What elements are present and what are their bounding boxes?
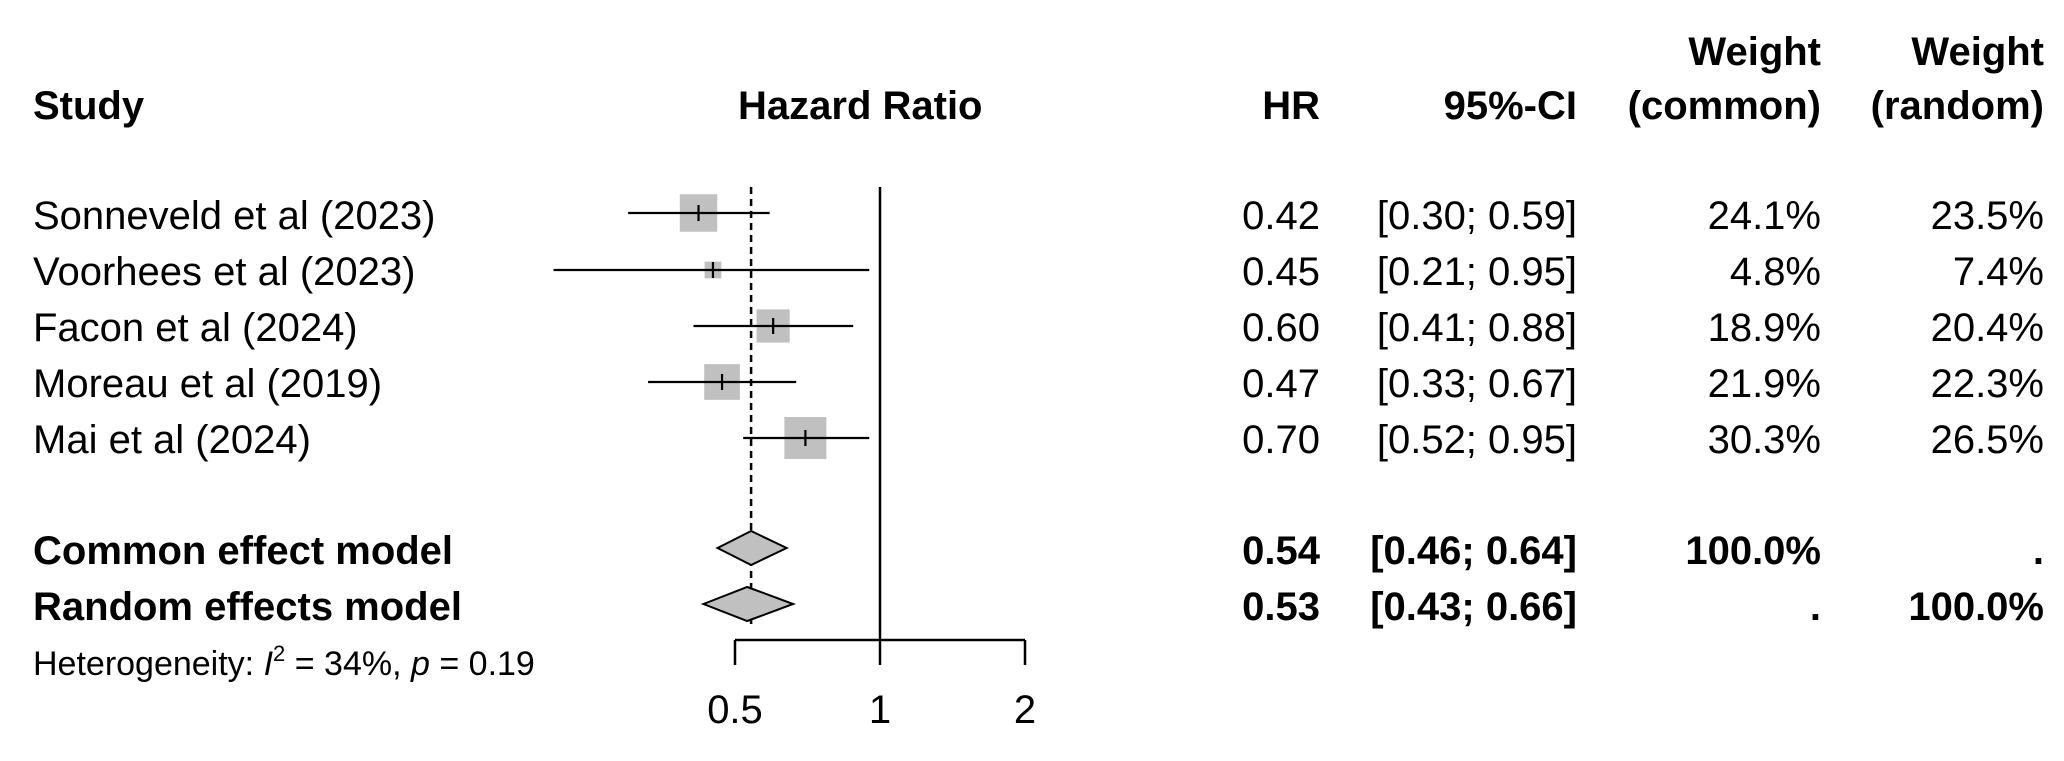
study-weight-common: 18.9% (1707, 306, 1821, 350)
pooled-diamond (715, 529, 789, 567)
study-weight-common: 30.3% (1707, 418, 1821, 462)
study-weight-random: 22.3% (1930, 362, 2044, 406)
header-study: Study (33, 84, 145, 128)
study-name: Facon et al (2024) (33, 306, 358, 350)
heterogeneity-sup: 2 (273, 641, 286, 666)
heterogeneity-i: I (263, 645, 274, 683)
header-weight-common-line2: (common) (1627, 84, 1821, 128)
study-ci: [0.41; 0.88] (1376, 306, 1577, 350)
study-hr: 0.45 (1242, 250, 1320, 294)
study-weight-common: 21.9% (1707, 362, 1821, 406)
study-name: Mai et al (2024) (33, 418, 311, 462)
study-weight-random: 20.4% (1930, 306, 2044, 350)
model-weight-common: 100.0% (1685, 529, 1821, 573)
header-hazard-ratio: Hazard Ratio (738, 84, 983, 128)
model-weight-random: 100.0% (1908, 585, 2044, 629)
model-ci: [0.46; 0.64] (1370, 529, 1577, 573)
heterogeneity-p: p (411, 645, 430, 683)
study-ci: [0.21; 0.95] (1376, 250, 1577, 294)
header-ci: 95%-CI (1443, 84, 1577, 128)
study-hr: 0.47 (1242, 362, 1320, 406)
study-weight-common: 4.8% (1729, 250, 1821, 294)
header-weight-common-line1: Weight (1688, 30, 1821, 74)
model-name: Random effects model (33, 585, 462, 629)
heterogeneity-mid: = 34%, (285, 645, 411, 683)
study-weight-random: 26.5% (1930, 418, 2044, 462)
heterogeneity-prefix: Heterogeneity: (33, 645, 264, 683)
study-ci: [0.52; 0.95] (1376, 418, 1577, 462)
pooled-diamond (700, 585, 796, 623)
study-name: Voorhees et al (2023) (33, 250, 416, 294)
model-weight-common: . (1809, 585, 1821, 629)
study-ci: [0.30; 0.59] (1376, 194, 1577, 238)
model-weight-random: . (2032, 529, 2044, 573)
study-name: Sonneveld et al (2023) (33, 194, 436, 238)
header-hr: HR (1262, 84, 1320, 128)
study-name: Moreau et al (2019) (33, 362, 383, 406)
header-weight-random-line2: (random) (1870, 84, 2044, 128)
model-hr: 0.54 (1242, 529, 1320, 573)
study-weight-random: 23.5% (1930, 194, 2044, 238)
study-hr: 0.60 (1242, 306, 1320, 350)
study-hr: 0.42 (1242, 194, 1320, 238)
study-hr: 0.70 (1242, 418, 1320, 462)
model-hr: 0.53 (1242, 585, 1320, 629)
model-ci: [0.43; 0.66] (1370, 585, 1577, 629)
study-weight-random: 7.4% (1952, 250, 2044, 294)
x-tick-label: 2 (1014, 688, 1036, 732)
heterogeneity-suffix: = 0.19 (429, 645, 535, 683)
study-ci: [0.33; 0.67] (1376, 362, 1577, 406)
header-weight-random-line1: Weight (1911, 30, 2044, 74)
x-tick-label: 0.5 (707, 688, 763, 732)
heterogeneity-text: Heterogeneity: I2 = 34%, p = 0.19 (33, 643, 535, 683)
model-name: Common effect model (33, 529, 454, 573)
study-weight-common: 24.1% (1707, 194, 1821, 238)
x-tick-label: 1 (869, 688, 891, 732)
